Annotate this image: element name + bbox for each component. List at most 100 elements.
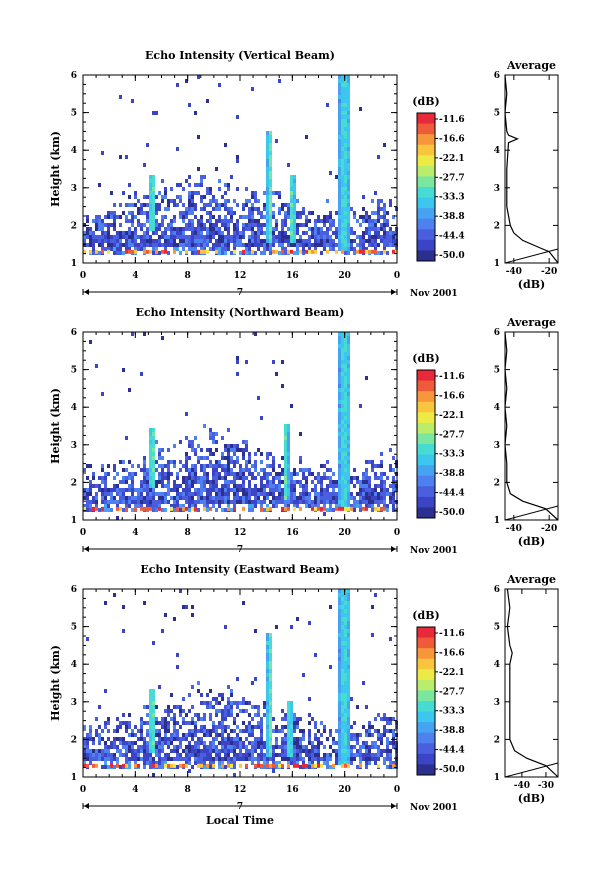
heatmap-cell <box>131 745 134 749</box>
heatmap-cell <box>356 753 359 757</box>
heatmap-cell <box>287 492 290 496</box>
heatmap-cell <box>284 428 287 432</box>
x-tick-label: 12 <box>234 528 247 538</box>
heatmap-cell <box>386 219 389 223</box>
heatmap-cell <box>335 227 338 231</box>
heatmap-cell <box>149 464 152 468</box>
heatmap-cell <box>125 243 128 247</box>
colorbar-tick-label: -38.8 <box>439 726 465 736</box>
heatmap-cell <box>197 749 200 753</box>
heatmap-cell <box>134 488 137 492</box>
heatmap-cell <box>365 247 368 251</box>
heatmap-cell <box>344 653 347 657</box>
heatmap-cell <box>251 231 254 235</box>
heatmap-cell <box>92 219 95 223</box>
heatmap-cell <box>188 191 191 195</box>
heatmap-cell <box>161 500 164 504</box>
heatmap-cell <box>320 239 323 243</box>
heatmap-cell <box>185 484 188 488</box>
colorbar-segment <box>417 732 435 744</box>
heatmap-cell <box>347 364 350 368</box>
colorbar-tick-label: -44.4 <box>439 232 465 242</box>
heatmap-cell <box>197 223 200 227</box>
heatmap-cell <box>386 753 389 757</box>
heatmap-cell <box>284 247 287 251</box>
heatmap-cell <box>362 231 365 235</box>
heatmap-cell <box>329 504 332 508</box>
heatmap-cell <box>227 211 230 215</box>
heatmap-cell <box>284 452 287 456</box>
heatmap-cell <box>179 468 182 472</box>
average-frame <box>504 588 559 778</box>
heatmap-cell <box>128 211 131 215</box>
heatmap-cell <box>242 697 245 701</box>
heatmap-cell <box>269 151 272 155</box>
heatmap-cell <box>350 504 353 508</box>
heatmap-cell <box>341 717 344 721</box>
heatmap-cell <box>287 436 290 440</box>
heatmap-cell <box>158 721 161 725</box>
heatmap-cell <box>263 247 266 251</box>
heatmap-cell <box>383 249 386 254</box>
heatmap-cell <box>392 741 395 745</box>
heatmap-cell <box>347 396 350 400</box>
heatmap-cell <box>347 484 350 488</box>
heatmap-cell <box>341 464 344 468</box>
heatmap-cell <box>104 215 107 219</box>
heatmap-cell <box>221 717 224 721</box>
heatmap-cell <box>221 492 224 496</box>
heatmap-cell <box>245 729 248 733</box>
heatmap-cell <box>131 99 134 103</box>
heatmap-cell <box>197 500 200 504</box>
colorbar-segment <box>417 250 435 262</box>
heatmap-cell <box>104 492 107 496</box>
heatmap-cell <box>116 516 119 520</box>
heatmap-cell <box>113 227 116 231</box>
heatmap-cell <box>377 231 380 235</box>
heatmap-cell <box>347 589 350 593</box>
heatmap-cell <box>341 400 344 404</box>
heatmap-cell <box>242 476 245 480</box>
heatmap-cell <box>131 508 134 512</box>
heatmap-cell <box>227 749 230 753</box>
heatmap-cell <box>188 440 191 444</box>
heatmap-cell <box>131 211 134 215</box>
heatmap-cell <box>143 332 146 336</box>
heatmap-cell <box>179 231 182 235</box>
heatmap-cell <box>278 79 281 83</box>
heatmap-cell <box>371 211 374 215</box>
heatmap-cell <box>338 677 341 681</box>
heatmap-cell <box>326 753 329 757</box>
heatmap-cell <box>233 239 236 243</box>
heatmap-cell <box>347 243 350 247</box>
heatmap-cell <box>170 749 173 753</box>
colorbar-segment <box>417 637 435 649</box>
heatmap-cell <box>326 476 329 480</box>
heatmap-cell <box>392 231 395 235</box>
heatmap-cell <box>227 761 230 765</box>
heatmap-cell <box>194 468 197 472</box>
heatmap-cell <box>338 601 341 605</box>
colorbar-segment <box>417 239 435 251</box>
heatmap-cell <box>278 231 281 235</box>
heatmap-cell <box>86 757 89 761</box>
heatmap-cell <box>143 163 146 167</box>
heatmap-cell <box>116 504 119 508</box>
heatmap-cell <box>389 468 392 472</box>
heatmap-cell <box>143 211 146 215</box>
heatmap-cell <box>113 468 116 472</box>
heatmap-cell <box>212 488 215 492</box>
heatmap-cell <box>146 239 149 243</box>
heatmap-cell <box>344 115 347 119</box>
heatmap-cell <box>254 484 257 488</box>
heatmap-cell <box>251 717 254 721</box>
heatmap-cell <box>371 464 374 468</box>
heatmap-cell <box>194 203 197 207</box>
heatmap-cell <box>197 741 200 745</box>
heatmap-cell <box>146 488 149 492</box>
heatmap-cell <box>140 729 143 733</box>
heatmap-cell <box>335 753 338 757</box>
heatmap-cell <box>266 681 269 685</box>
heatmap-cell <box>266 464 269 468</box>
heatmap-cell <box>197 717 200 721</box>
